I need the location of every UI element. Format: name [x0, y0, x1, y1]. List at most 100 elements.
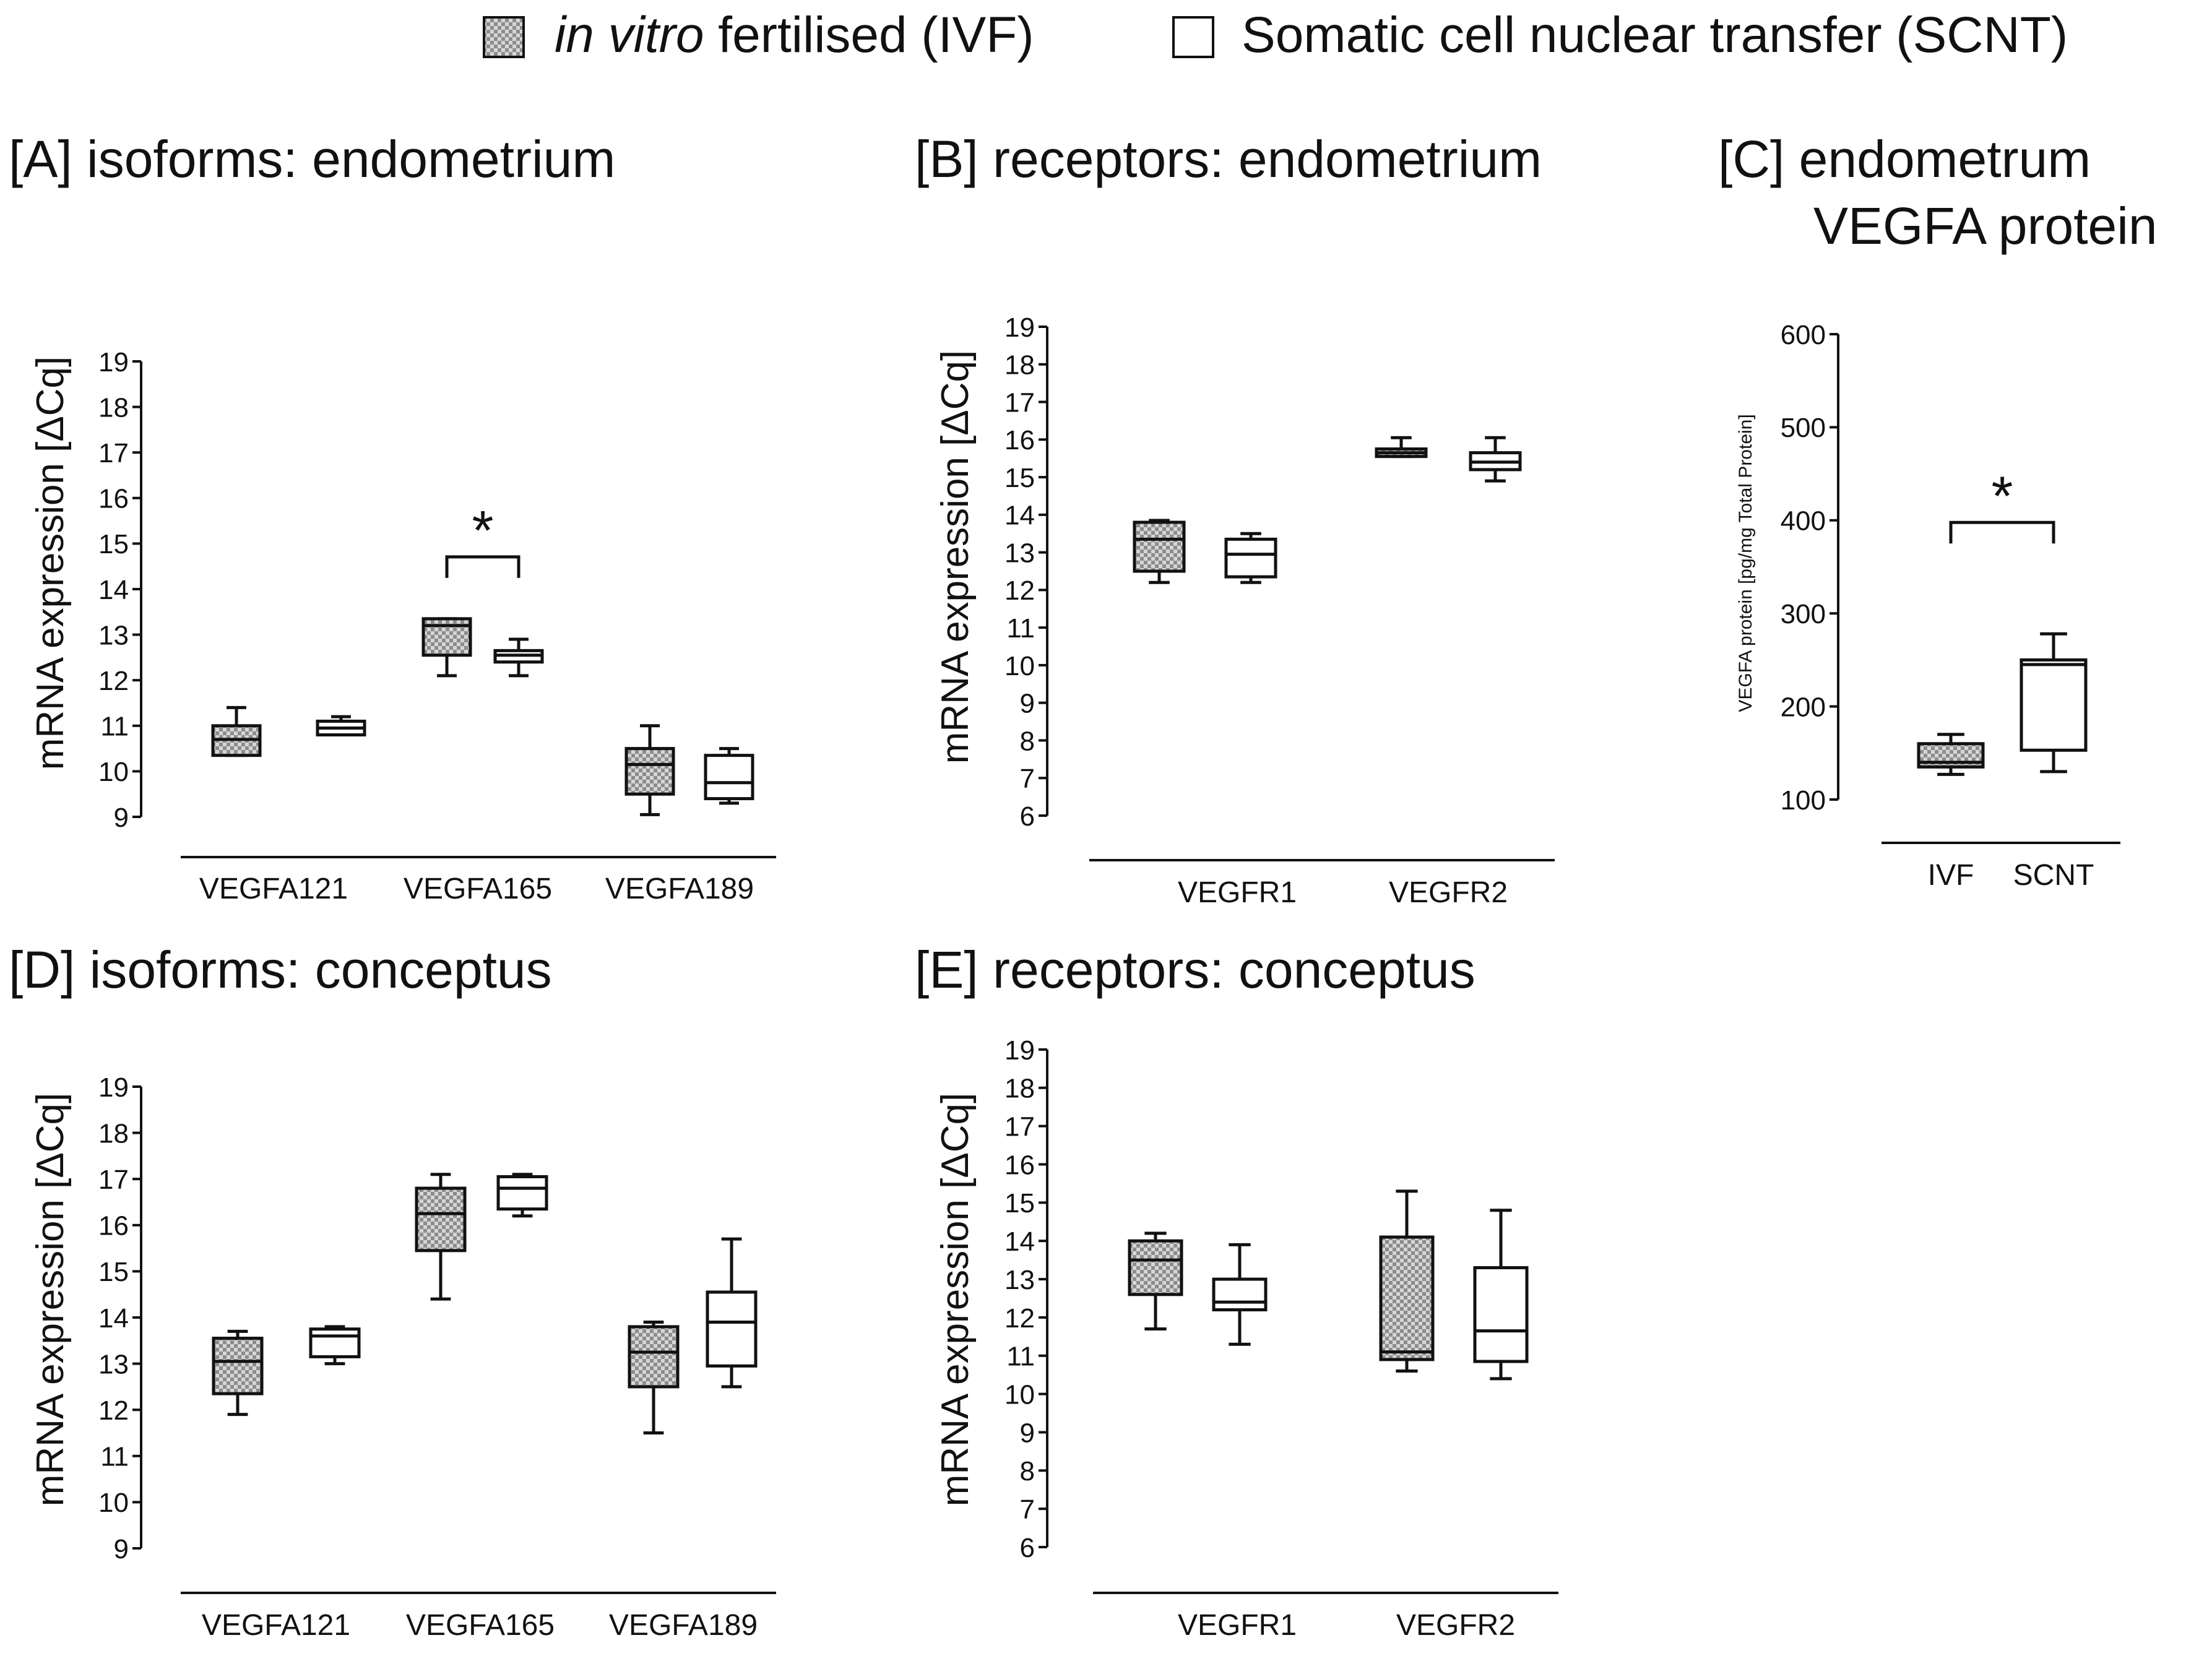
ivf-box-plot-box [624, 747, 675, 796]
y-tick-label: 17 [1004, 387, 1035, 418]
legend: in vitro fertilised (IVF) Somatic cell n… [483, 7, 2068, 63]
panel-a-title: [A] isoforms: endometrium [9, 130, 615, 188]
y-tick-label: 7 [1020, 764, 1035, 794]
y-tick-label: 14 [98, 1303, 129, 1334]
panel-b-plot: 6 7 8 9 10 11 12 13 14 15 16 17 18 19 VEGFR1 VEGFR2 [1004, 313, 1555, 909]
y-tick-label: 8 [1020, 726, 1035, 756]
y-tick-label: 13 [98, 1349, 129, 1379]
y-tick-label: 10 [98, 757, 129, 787]
panel-e-ylabel: mRNA expression [ΔCq] [934, 1093, 977, 1507]
ivf-box-plot-box [415, 1186, 467, 1253]
panel-a-ylabel: mRNA expression [ΔCq] [29, 356, 72, 770]
category-label: VEGFR1 [1178, 876, 1297, 909]
category-label: VEGFA165 [404, 873, 552, 905]
y-tick-label: 12 [1004, 1303, 1035, 1334]
category-label: VEGFA189 [605, 873, 754, 905]
ivf-box-plot-box [1133, 520, 1186, 573]
scnt-box-plot-box [1473, 1266, 1529, 1363]
significance-bracket [1949, 520, 2055, 544]
y-tick-label: 400 [1781, 506, 1826, 537]
category-label: VEGFR2 [1396, 1609, 1515, 1642]
panel-b-ylabel: mRNA expression [ΔCq] [934, 350, 977, 764]
y-tick-label: 11 [1006, 1342, 1035, 1372]
y-tick-label: 15 [1004, 463, 1035, 493]
y-tick-label: 19 [98, 347, 129, 377]
panel-a: [A] isoforms: endometrium mRNA expressio… [9, 130, 776, 905]
category-label: IVF [1928, 859, 1974, 892]
category-label: VEGFR1 [1178, 1609, 1297, 1642]
y-tick-label: 18 [98, 1118, 129, 1149]
panel-d: [D] isoforms: conceptus mRNA expression … [9, 941, 776, 1642]
category-label: SCNT [2013, 859, 2094, 892]
scnt-box-plot-box [706, 1290, 758, 1368]
y-tick-label: 12 [98, 1395, 129, 1426]
category-label: VEGFA121 [199, 873, 348, 905]
y-tick-label: 13 [98, 620, 129, 650]
panel-d-ylabel: mRNA expression [ΔCq] [29, 1093, 72, 1507]
y-tick-label: 18 [1004, 1074, 1035, 1104]
y-tick-label: 14 [98, 575, 129, 605]
y-tick-label: 19 [98, 1072, 129, 1103]
scnt-box-plot-box [2020, 658, 2088, 752]
y-tick-label: 8 [1020, 1456, 1035, 1486]
y-tick-label: 15 [98, 529, 129, 559]
y-tick-label: 15 [1004, 1188, 1035, 1218]
y-tick-label: 13 [1004, 538, 1035, 568]
y-tick-label: 17 [98, 438, 129, 468]
y-tick-label: 12 [98, 666, 129, 696]
legend-ivf-label: in vitro fertilised (IVF) [555, 7, 1034, 63]
panel-c-title-line2: VEGFA protein [1813, 197, 2158, 255]
y-tick-label: 600 [1781, 320, 1826, 350]
y-tick-label: 19 [1004, 1035, 1035, 1066]
panel-b-title: [B] receptors: endometrium [915, 130, 1542, 188]
y-tick-label: 17 [1004, 1112, 1035, 1142]
y-tick-label: 9 [114, 803, 129, 833]
panel-c-plot: 100 200 300 400 500 600 IVF SCNT * [1781, 320, 2120, 892]
category-label: VEGFA121 [202, 1609, 350, 1642]
y-tick-label: 11 [1006, 613, 1035, 644]
y-tick-label: 19 [1004, 313, 1035, 343]
category-label: VEGFA189 [609, 1609, 758, 1642]
y-tick-label: 18 [98, 392, 129, 423]
y-tick-label: 300 [1781, 599, 1826, 629]
y-tick-label: 7 [1020, 1494, 1035, 1525]
y-tick-label: 9 [114, 1534, 129, 1564]
y-tick-label: 500 [1781, 413, 1826, 443]
y-tick-label: 14 [1004, 1227, 1035, 1257]
scnt-box-plot-box [1224, 537, 1277, 579]
panel-c-title-line1: [C] endometrum [1718, 130, 2091, 188]
ivf-box-plot-box [628, 1325, 680, 1389]
y-tick-label: 14 [1004, 501, 1035, 531]
panel-e-plot: 6 7 8 9 10 11 12 13 14 15 16 17 18 19 VEGFR1 VEGFR2 [1004, 1035, 1558, 1642]
y-tick-label: 9 [1020, 689, 1035, 719]
panel-e-title: [E] receptors: conceptus [915, 941, 1475, 999]
significance-star: * [1991, 465, 2013, 527]
y-tick-label: 12 [1004, 576, 1035, 606]
scnt-box-plot-box [1212, 1277, 1268, 1312]
y-tick-label: 6 [1020, 1533, 1035, 1563]
category-label: VEGFA165 [406, 1609, 555, 1642]
y-tick-label: 9 [1020, 1418, 1035, 1448]
scnt-box-plot-box [704, 754, 754, 801]
y-tick-label: 16 [98, 484, 129, 514]
scnt-box-plot-box [309, 1327, 361, 1358]
ivf-box-plot-box [1379, 1235, 1435, 1361]
legend-scnt-label: Somatic cell nuclear transfer (SCNT) [1242, 7, 2068, 63]
y-tick-label: 100 [1781, 785, 1826, 816]
panel-e: [E] receptors: conceptus mRNA expression… [915, 941, 1558, 1642]
ivf-box-plot-box [212, 1337, 264, 1395]
y-tick-label: 16 [1004, 1150, 1035, 1180]
significance-bracket [445, 555, 521, 578]
y-tick-label: 10 [1004, 651, 1035, 681]
panel-c-ylabel: VEGFA protein [pg/mg Total Protein] [1735, 414, 1756, 712]
y-tick-label: 200 [1781, 692, 1826, 722]
y-tick-label: 6 [1020, 801, 1035, 832]
y-tick-label: 17 [98, 1165, 129, 1195]
legend-ivf-swatch [483, 16, 525, 58]
ivf-box-plot-box [1128, 1239, 1183, 1296]
panel-c: [C] endometrum VEGFA protein VEGFA prote… [1718, 130, 2158, 892]
y-tick-label: 18 [1004, 350, 1035, 381]
panel-a-plot: 9 10 11 12 13 14 15 16 17 18 19 VEGFA121 VEGFA165 VEG… [98, 347, 776, 905]
y-tick-label: 16 [1004, 425, 1035, 455]
y-tick-label: 16 [98, 1211, 129, 1241]
